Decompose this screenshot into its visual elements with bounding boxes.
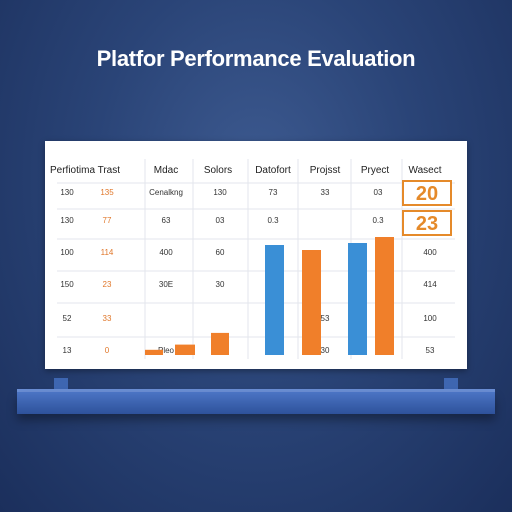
table-cell: 100 — [60, 248, 74, 257]
bar — [145, 350, 163, 355]
bar — [375, 237, 394, 355]
table-cell: 30 — [321, 346, 330, 355]
bar — [348, 243, 367, 355]
column-header: Solors — [204, 165, 232, 176]
table-cell: 77 — [103, 216, 112, 225]
table-cell: 33 — [321, 188, 330, 197]
table-cell: 0 — [105, 346, 110, 355]
column-header: Projsst — [310, 165, 341, 176]
table-cell: 03 — [374, 188, 383, 197]
table-cell: 33 — [103, 314, 112, 323]
table-cell: 30E — [159, 280, 173, 289]
table-cell: 23 — [103, 280, 112, 289]
table-cell: 130 — [60, 216, 74, 225]
table-cell: 400 — [423, 248, 437, 257]
shelf — [17, 392, 495, 414]
table-cell: 130 — [60, 188, 74, 197]
performance-board: Perfiotima Trast Mdac Solors Datofort Projss… — [45, 141, 467, 369]
column-header: Wasect — [409, 165, 442, 176]
bar — [175, 345, 195, 355]
table-cell: 53 — [321, 314, 330, 323]
column-header: Datofort — [255, 165, 291, 176]
highlight-value: 23 — [416, 213, 438, 235]
performance-table-chart: Perfiotima Trast Mdac Solors Datofort Projss… — [45, 141, 467, 369]
column-header: Perfiotima Trast — [50, 165, 120, 176]
table-cell: 30 — [216, 280, 225, 289]
table-cell: 150 — [60, 280, 74, 289]
table-cell: 0.3 — [267, 216, 279, 225]
table-cell: Cenalkng — [149, 188, 183, 197]
table-cell: 130 — [213, 188, 227, 197]
table-cell: 135 — [100, 188, 114, 197]
table-cell: 73 — [269, 188, 278, 197]
chart-title: Platfor Performance Evaluation — [0, 46, 512, 72]
column-header: Mdac — [154, 165, 178, 176]
table-cell: 114 — [101, 248, 114, 257]
bar — [265, 245, 284, 355]
column-header: Pryect — [361, 165, 390, 176]
bar — [211, 333, 229, 355]
table-cell: 13 — [63, 346, 72, 355]
table-cell: 100 — [423, 314, 437, 323]
table-cell: 400 — [159, 248, 173, 257]
table-cell: 414 — [423, 280, 437, 289]
highlight-value: 20 — [416, 183, 438, 205]
table-cell: 03 — [216, 216, 225, 225]
table-cell: 0.3 — [372, 216, 384, 225]
table-cell: 52 — [63, 314, 72, 323]
table-cell: 53 — [426, 346, 435, 355]
bar — [302, 250, 321, 355]
table-cell: 60 — [216, 248, 225, 257]
table-cell: 63 — [162, 216, 171, 225]
